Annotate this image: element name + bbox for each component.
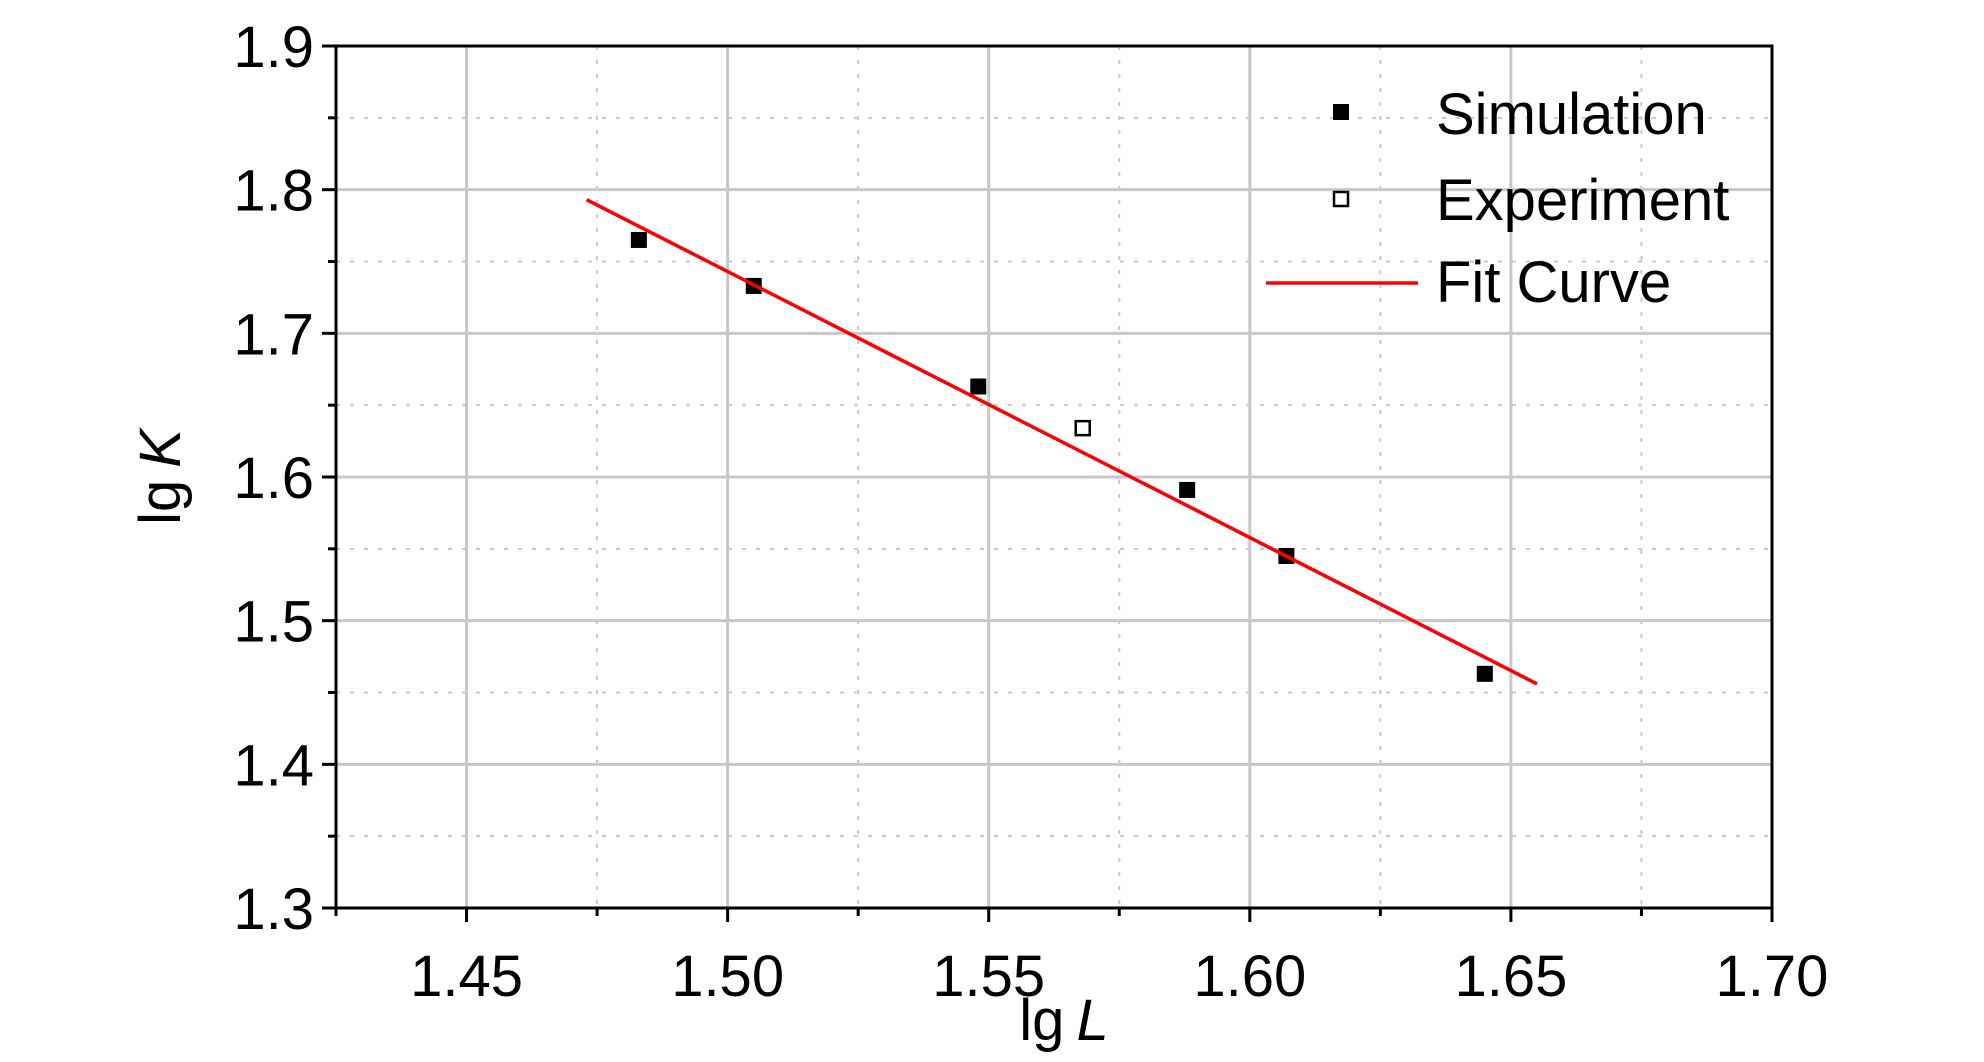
x-tick-label: 1.60 [1193, 944, 1306, 1009]
x-tick-label: 1.65 [1454, 944, 1567, 1009]
legend: Simulation Experiment Fit Curve [1266, 82, 1729, 315]
y-tick-label: 1.3 [233, 877, 314, 942]
fit-curve-line [585, 198, 1538, 686]
legend-simulation-label: Simulation [1436, 82, 1707, 147]
x-tick-label: 1.45 [410, 944, 523, 1009]
y-tick-labels: 1.3 1.4 1.5 1.6 1.7 1.8 1.9 [233, 15, 314, 942]
x-axis-title-variable: L [1076, 988, 1108, 1053]
series [585, 198, 1538, 686]
y-axis-title: lg K [128, 427, 193, 525]
x-tick-label: 1.70 [1716, 944, 1829, 1009]
y-tick-label: 1.8 [233, 159, 314, 224]
y-tick-label: 1.5 [233, 590, 314, 655]
simulation-point [1476, 665, 1493, 682]
legend-experiment-label: Experiment [1436, 168, 1729, 233]
x-tick-labels: 1.45 1.50 1.55 1.60 1.65 1.70 [410, 944, 1828, 1009]
x-tick-label: 1.50 [671, 944, 784, 1009]
simulation-point [630, 231, 647, 248]
experiment-point [1074, 419, 1091, 437]
legend-experiment-marker [1332, 190, 1350, 208]
y-axis-title-variable: K [128, 427, 193, 468]
legend-fit-curve-label: Fit Curve [1436, 250, 1671, 315]
y-axis-title-prefix: lg [128, 480, 193, 525]
x-axis-title: lg L [1019, 988, 1108, 1053]
y-tick-label: 1.6 [233, 446, 314, 511]
y-tick-label: 1.4 [233, 733, 314, 798]
x-axis-title-prefix: lg [1019, 988, 1064, 1053]
y-tick-label: 1.9 [233, 15, 314, 80]
axis-ticks [322, 44, 1774, 922]
grid [336, 44, 1774, 910]
simulation-point [970, 378, 987, 395]
y-tick-label: 1.7 [233, 302, 314, 367]
simulation-point [1179, 481, 1196, 498]
legend-simulation-marker [1333, 104, 1349, 120]
x-tick-label: 1.55 [932, 944, 1045, 1009]
